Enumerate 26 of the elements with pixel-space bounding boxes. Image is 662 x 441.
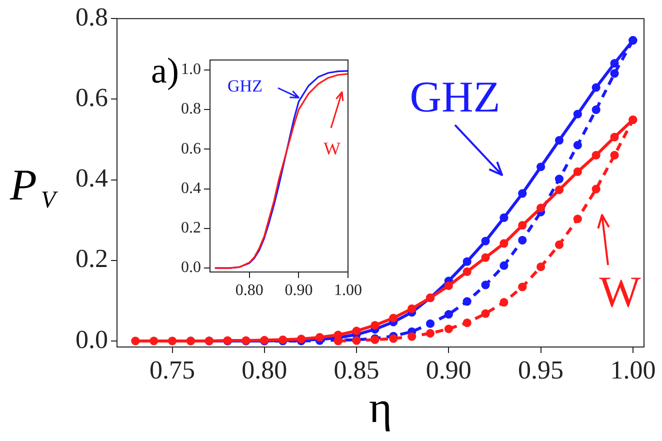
annotation: W — [599, 268, 642, 317]
x-tick-label: 0.85 — [334, 355, 380, 384]
x-tick-label: 1.00 — [334, 282, 362, 299]
y-tick-label: 0.2 — [76, 244, 108, 274]
annotation: W — [324, 138, 340, 159]
y-tick-label: 0.8 — [76, 2, 108, 32]
annotation: GHZ — [410, 72, 500, 122]
y-tick-label: 0.0 — [181, 259, 201, 276]
x-tick-label: 0.80 — [242, 355, 288, 384]
x-tick-label: 0.95 — [518, 355, 564, 384]
y-tick-label: 1.0 — [181, 61, 201, 78]
y-tick-label: 0.6 — [181, 140, 201, 158]
y-tick-label: 0.4 — [76, 164, 108, 193]
y-tick-label: 0.8 — [181, 100, 201, 118]
annotation: GHZ — [228, 76, 262, 96]
y-tick-label: 0.0 — [76, 324, 108, 354]
y-tick-label: 0.2 — [181, 220, 201, 237]
y-tick-label: 0.6 — [76, 83, 108, 112]
x-tick-label: 0.90 — [284, 282, 313, 299]
x-tick-label: 0.80 — [235, 282, 264, 299]
x-tick-label: 0.75 — [150, 355, 196, 384]
x-tick-label: 0.90 — [426, 355, 472, 384]
annotation: a) — [151, 50, 179, 90]
y-tick-label: 0.4 — [181, 180, 201, 197]
x-tick-label: 1.00 — [610, 355, 656, 384]
x-axis-title: η — [368, 383, 392, 432]
